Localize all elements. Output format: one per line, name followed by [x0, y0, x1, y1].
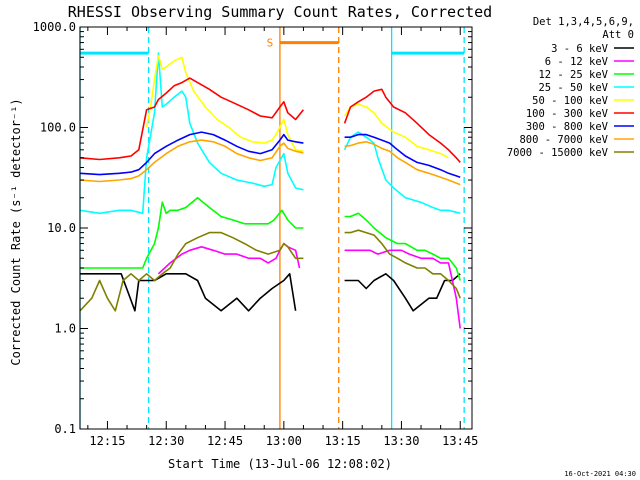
series-layer [79, 52, 461, 329]
legend-entry-label: 50 - 100 keV [532, 95, 609, 107]
x-tick-label: 13:15 [325, 434, 361, 448]
date-stamp: 16-Oct-2021 04:30 [564, 470, 636, 478]
series-line [79, 77, 461, 163]
y-tick-label: 100.0 [40, 121, 76, 135]
y-axis-label: Corrected Count Rate (s⁻¹ detector⁻¹) [9, 98, 23, 365]
series-line [80, 196, 461, 281]
legend-entry-label: 300 - 800 keV [526, 121, 609, 133]
x-tick-label: 12:45 [207, 434, 243, 448]
y-tick-label: 1.0 [54, 322, 76, 336]
axis-layer: 0.1 1.0 10.0 100.0 1000.0 12:15 12:30 12:45 13:0… [33, 20, 479, 448]
legend-entry-label: 12 - 25 keV [538, 69, 608, 81]
series-line [79, 131, 461, 178]
series-line [145, 54, 449, 159]
legend-header-line: Det 1,3,4,5,6,9, [533, 16, 634, 28]
legend-entry-label: 25 - 50 keV [538, 82, 608, 94]
x-tick-label: 13:45 [442, 434, 478, 448]
series-line [80, 273, 461, 312]
legend-entry-label: 6 - 12 keV [545, 56, 609, 68]
x-tick-label: 12:15 [89, 434, 125, 448]
y-tick-label: 0.1 [54, 422, 76, 436]
x-tick-label: 12:30 [148, 434, 184, 448]
orange-bar-label: S [267, 37, 274, 50]
legend-entry-label: 800 - 7000 keV [519, 134, 608, 146]
y-tick-label: 1000.0 [33, 20, 76, 34]
legend-entry-label: 100 - 300 keV [526, 108, 609, 120]
legend-header-line: Att 0 [602, 29, 634, 41]
series-line [79, 139, 461, 186]
legend-entry-label: 7000 - 15000 keV [507, 147, 609, 159]
y-tick-label: 10.0 [47, 221, 76, 235]
legend-entry-label: 3 - 6 keV [551, 43, 609, 55]
x-tick-label: 13:00 [266, 434, 302, 448]
x-tick-label: 13:30 [383, 434, 419, 448]
chart-title: RHESSI Observing Summary Count Rates, Co… [68, 3, 492, 21]
series-line [79, 229, 461, 312]
x-axis-label: Start Time (13-Jul-06 12:08:02) [168, 457, 392, 471]
